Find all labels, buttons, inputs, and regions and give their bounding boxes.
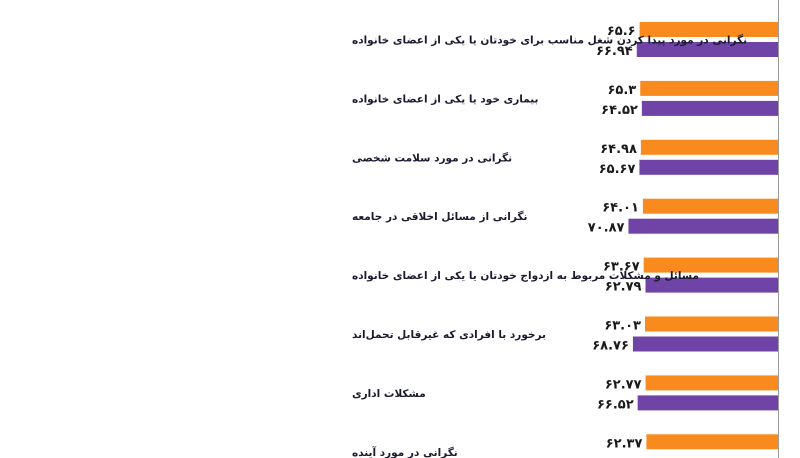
category-label: مشکلات اداری bbox=[352, 388, 426, 400]
bar-series-a bbox=[640, 139, 778, 155]
category-label: بیماری خود یا یکی از اعضای خانواده bbox=[352, 93, 539, 105]
category-label: نگرانی در مورد پیدا کردن شغل مناسب برای … bbox=[352, 34, 747, 47]
bar-series-a bbox=[643, 257, 778, 273]
data-label: ۶۲.۳۷ bbox=[606, 436, 643, 451]
data-label: ۶۸.۷۶ bbox=[592, 339, 629, 354]
category-label: برخورد با افرادی که غیرقابل تحمل‌اند bbox=[352, 329, 546, 341]
bar-series-a bbox=[642, 198, 778, 214]
bar-series-b bbox=[641, 100, 778, 116]
bar-series-b bbox=[645, 277, 778, 293]
data-label: ۶۵.۶۷ bbox=[599, 162, 636, 177]
bar-series-b bbox=[637, 395, 778, 411]
data-label: ۶۳.۶۷ bbox=[603, 260, 640, 275]
data-label: ۶۳.۰۳ bbox=[604, 319, 641, 334]
category-label: نگرانی در مورد آینده bbox=[352, 446, 458, 458]
data-label: ۷۰.۸۷ bbox=[588, 221, 625, 236]
data-label: ۶۴.۵۲ bbox=[601, 103, 638, 118]
data-label: ۶۵.۶ bbox=[607, 24, 636, 39]
data-label: ۶۶.۹۴ bbox=[596, 44, 633, 59]
bar-series-b bbox=[636, 42, 778, 57]
data-label: ۶۲.۷۹ bbox=[605, 280, 642, 295]
data-label: ۶۴.۰۱ bbox=[602, 201, 639, 216]
bar-series-a bbox=[639, 22, 778, 37]
category-label: نگرانی از مسائل اخلاقی در جامعه bbox=[352, 210, 528, 223]
data-label: ۶۴.۹۸ bbox=[600, 142, 637, 157]
data-label: ۶۲.۷۷ bbox=[605, 377, 642, 392]
category-label: مسائل و مشکلات مربوط به ازدواج خودتان یا… bbox=[352, 270, 699, 282]
bar-series-a bbox=[645, 316, 778, 332]
data-label: ۶۶.۵۲ bbox=[597, 397, 634, 412]
bar-series-b bbox=[628, 218, 778, 234]
bar-series-b bbox=[632, 336, 778, 352]
bar-series-a bbox=[646, 434, 778, 450]
bar-series-b bbox=[639, 159, 778, 175]
bar-series-a bbox=[645, 375, 778, 391]
data-label: ۶۵.۳ bbox=[607, 83, 636, 98]
bar-series-a bbox=[640, 80, 778, 96]
category-label: نگرانی در مورد سلامت شخصی bbox=[352, 151, 512, 164]
